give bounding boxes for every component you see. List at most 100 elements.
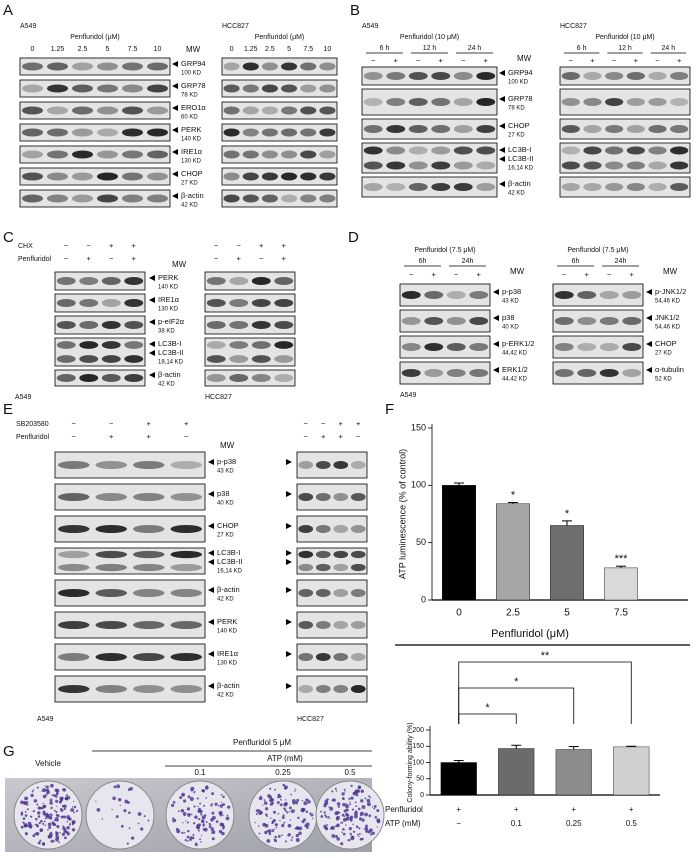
molecular-weight: 40 KD — [217, 501, 234, 507]
band — [577, 291, 597, 299]
colony — [53, 794, 56, 797]
sign: − — [655, 56, 660, 65]
colony — [50, 806, 53, 810]
colony — [205, 786, 209, 790]
colony — [221, 831, 225, 836]
arrow — [172, 193, 178, 199]
band — [622, 369, 642, 377]
band — [261, 84, 278, 93]
condition: SB203580 — [16, 421, 49, 428]
band — [424, 291, 444, 299]
band — [298, 653, 314, 661]
band — [350, 550, 366, 559]
sign: + — [585, 270, 590, 279]
protein-name: LC3B-I — [217, 548, 240, 557]
colony — [297, 816, 300, 820]
colony — [354, 811, 358, 816]
blot — [552, 283, 644, 307]
colony — [65, 837, 67, 840]
colony — [368, 829, 372, 833]
condition: Penfluridol — [16, 434, 50, 441]
band — [133, 563, 165, 572]
colony — [277, 812, 280, 815]
colony — [361, 805, 366, 810]
colony — [262, 822, 266, 827]
band — [298, 461, 314, 469]
colony — [220, 823, 225, 827]
band — [350, 525, 366, 533]
colony — [225, 816, 230, 821]
blot — [221, 167, 338, 186]
band — [22, 150, 43, 159]
colony — [26, 808, 29, 811]
colony — [193, 805, 196, 808]
colony — [334, 787, 337, 790]
colony — [20, 800, 24, 805]
colony — [96, 808, 101, 812]
band — [554, 291, 574, 299]
band — [147, 106, 168, 115]
colony — [369, 833, 373, 836]
band — [101, 321, 121, 329]
protein-name: PERK — [158, 273, 178, 282]
arrow — [149, 297, 155, 303]
arrow — [208, 587, 214, 593]
colony — [137, 812, 142, 816]
significance: * — [485, 702, 490, 714]
protein-name: p38 — [217, 489, 230, 498]
band — [599, 291, 619, 299]
band — [124, 321, 144, 329]
molecular-weight: 100 KD — [181, 71, 202, 77]
colony — [350, 798, 352, 800]
colony — [120, 824, 124, 828]
colony — [70, 808, 75, 812]
blot — [19, 167, 171, 186]
band — [281, 172, 298, 181]
colony — [369, 796, 372, 799]
band — [626, 146, 645, 155]
colony — [371, 831, 375, 835]
colony — [290, 793, 292, 796]
arrow — [499, 123, 505, 129]
band — [577, 317, 597, 325]
band — [363, 146, 383, 155]
protein-name: GRP78 — [181, 81, 206, 90]
protein-name: PERK — [181, 125, 201, 134]
band — [577, 343, 597, 351]
band — [315, 550, 331, 559]
colony — [179, 796, 183, 800]
band — [605, 161, 624, 170]
blot — [19, 57, 171, 76]
band — [97, 106, 118, 115]
band — [622, 343, 642, 351]
molecular-weight: 54,46 KD — [655, 325, 681, 331]
band — [605, 183, 624, 191]
colony — [202, 823, 205, 826]
colony — [305, 825, 309, 829]
molecular-weight: 52 KD — [655, 377, 672, 383]
band — [72, 194, 93, 203]
colony — [44, 785, 46, 787]
bar — [440, 762, 477, 796]
colony — [329, 817, 331, 819]
colony — [192, 822, 196, 825]
protein-name: β-actin — [181, 191, 204, 200]
colony — [366, 802, 371, 807]
band — [408, 98, 428, 106]
protein-name: α-tubulin — [655, 365, 684, 374]
band — [58, 589, 90, 597]
photo-label: 0.25 — [275, 768, 291, 777]
colony — [355, 805, 358, 807]
molecular-weight: 16,14 KD — [508, 166, 534, 172]
band — [300, 194, 317, 203]
arrow — [208, 491, 214, 497]
colony — [26, 825, 29, 828]
band — [95, 493, 127, 501]
colony — [293, 809, 295, 812]
band — [147, 128, 168, 137]
band — [242, 150, 259, 159]
colony — [21, 826, 23, 829]
colony — [112, 796, 116, 801]
colony — [24, 811, 27, 813]
sign: − — [461, 56, 466, 65]
